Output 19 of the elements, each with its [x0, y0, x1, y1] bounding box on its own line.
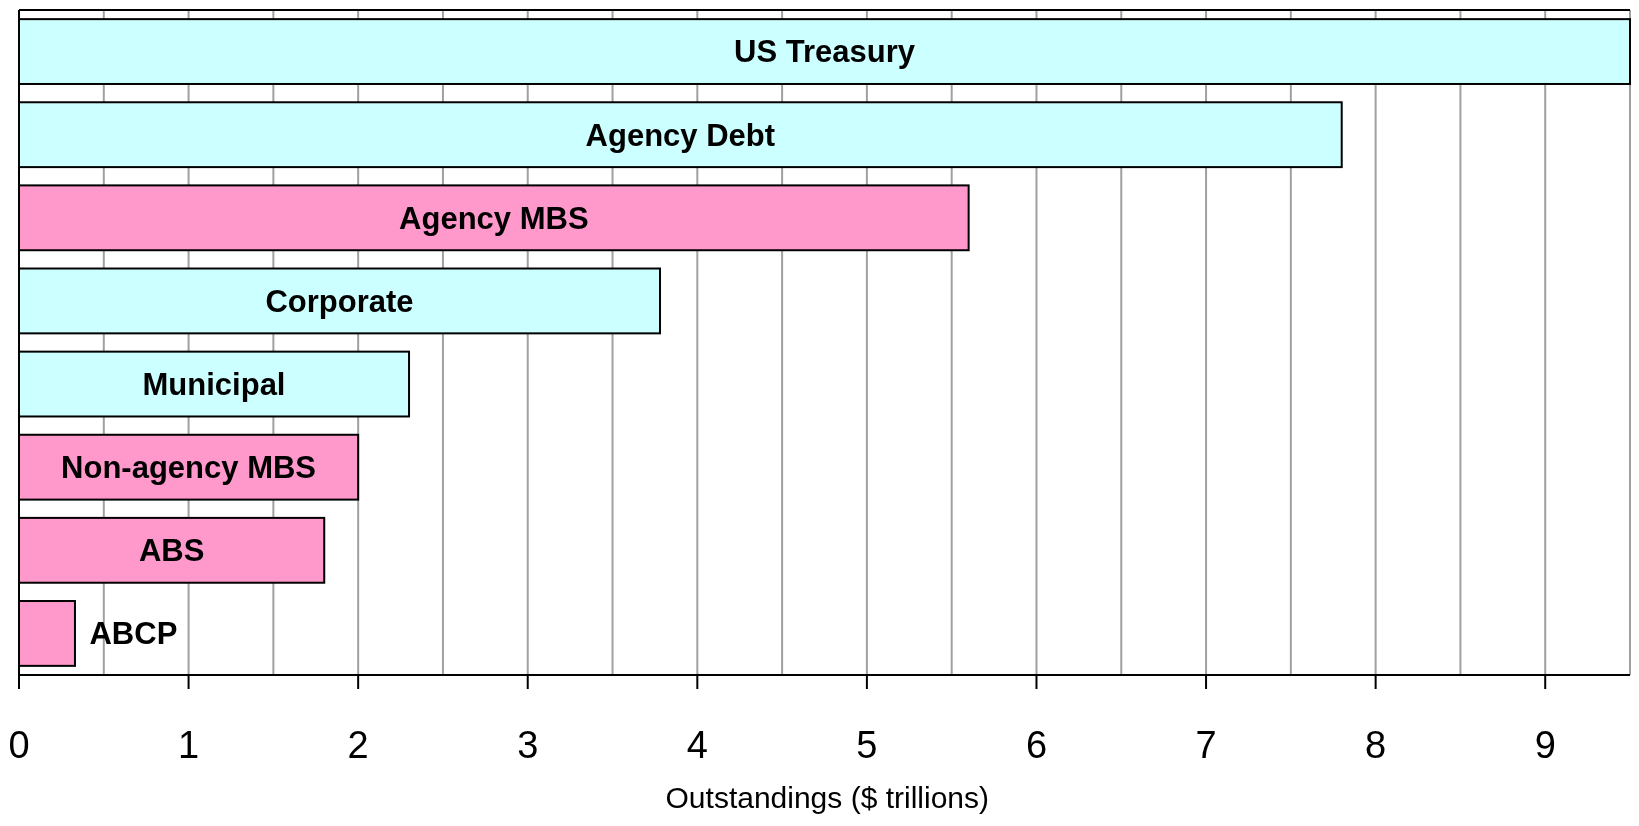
x-tick-label: 6	[1025, 724, 1048, 766]
x-tick-label: 5	[856, 724, 878, 766]
x-tick-label: 8	[1365, 724, 1387, 766]
x-axis-title: Outstandings ($ trillions)	[665, 781, 990, 814]
y-tick-label: ABCP	[89, 616, 178, 652]
x-tick-label: 9	[1534, 724, 1556, 766]
y-tick-label: Municipal	[142, 366, 286, 402]
x-tick-label: 3	[517, 724, 539, 766]
x-tick-label: 7	[1195, 724, 1217, 766]
y-tick-label: US Treasury	[734, 34, 916, 70]
y-tick-label: ABS	[138, 533, 205, 569]
x-tick-label: 2	[347, 724, 369, 766]
x-tick-label: 0	[8, 724, 30, 766]
x-tick-label: 1	[178, 724, 200, 766]
y-tick-label: Agency Debt	[585, 117, 776, 153]
y-tick-label: Non-agency MBS	[61, 450, 317, 486]
y-tick-label: Corporate	[265, 283, 414, 319]
y-tick-label: Agency MBS	[399, 200, 589, 236]
x-tick-label: 4	[686, 724, 708, 766]
